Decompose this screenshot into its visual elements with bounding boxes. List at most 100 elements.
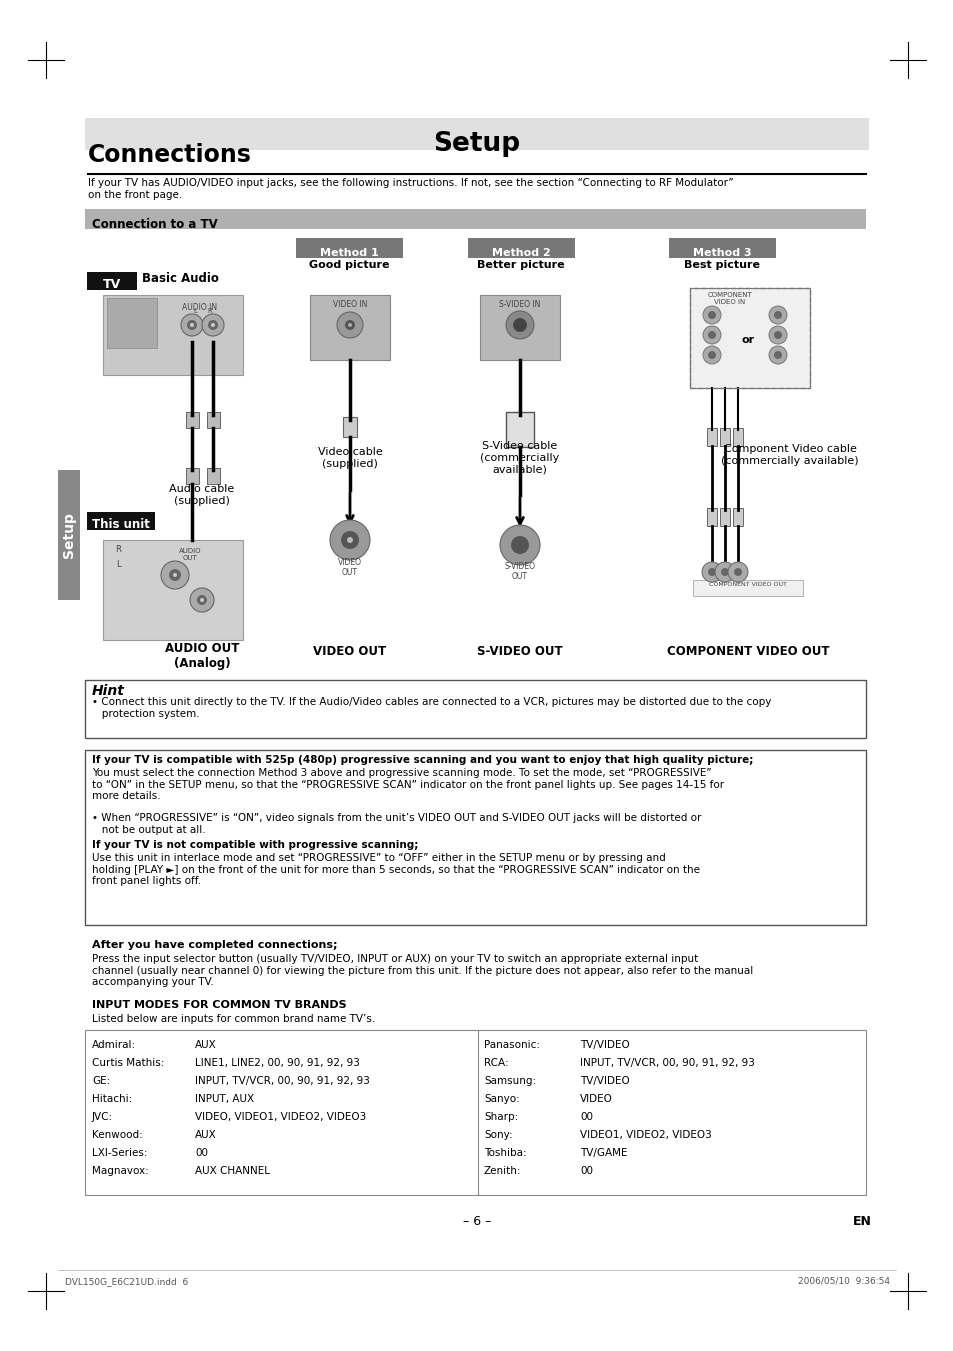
Text: Use this unit in interlace mode and set “PROGRESSIVE” to “OFF” either in the SET: Use this unit in interlace mode and set … (91, 852, 700, 886)
Circle shape (513, 317, 526, 332)
Text: RCA:: RCA: (483, 1058, 508, 1069)
Text: JVC:: JVC: (91, 1112, 113, 1121)
Text: Connections: Connections (88, 143, 252, 168)
Circle shape (161, 561, 189, 589)
Text: Listed below are inputs for common brand name TV’s.: Listed below are inputs for common brand… (91, 1015, 375, 1024)
Text: VIDEO OUT: VIDEO OUT (314, 644, 386, 658)
Text: Good picture: Good picture (309, 259, 389, 270)
Text: Sharp:: Sharp: (483, 1112, 517, 1121)
Text: Connection to a TV: Connection to a TV (91, 218, 217, 231)
Text: Component Video cable
(commercially available): Component Video cable (commercially avai… (720, 444, 858, 466)
Text: TV/VIDEO: TV/VIDEO (579, 1075, 629, 1086)
Bar (207, 412, 220, 428)
Circle shape (200, 598, 204, 603)
Circle shape (720, 567, 728, 576)
Text: GE:: GE: (91, 1075, 111, 1086)
Bar (103, 295, 243, 376)
Bar (468, 238, 575, 258)
Circle shape (702, 346, 720, 363)
Text: R: R (208, 308, 213, 313)
Text: Press the input selector button (usually TV/VIDEO, INPUT or AUX) on your TV to s: Press the input selector button (usually… (91, 954, 753, 988)
Text: S-VIDEO OUT: S-VIDEO OUT (476, 644, 562, 658)
Text: Magnavox:: Magnavox: (91, 1166, 149, 1175)
Bar (343, 417, 356, 436)
Bar (689, 288, 809, 388)
Bar (732, 428, 742, 446)
Text: Samsung:: Samsung: (483, 1075, 536, 1086)
Text: If your TV has AUDIO/VIDEO input jacks, see the following instructions. If not, : If your TV has AUDIO/VIDEO input jacks, … (88, 178, 733, 200)
Text: VIDEO: VIDEO (579, 1094, 612, 1104)
Text: TV: TV (103, 278, 121, 292)
Text: LXI-Series:: LXI-Series: (91, 1148, 148, 1158)
Text: 2006/05/10  9:36:54: 2006/05/10 9:36:54 (797, 1277, 889, 1286)
Text: Admiral:: Admiral: (91, 1040, 136, 1050)
Text: AUX CHANNEL: AUX CHANNEL (194, 1166, 270, 1175)
Text: INPUT MODES FOR COMMON TV BRANDS: INPUT MODES FOR COMMON TV BRANDS (91, 1000, 346, 1011)
Text: EN: EN (852, 1215, 870, 1228)
Text: VIDEO, VIDEO1, VIDEO2, VIDEO3: VIDEO, VIDEO1, VIDEO2, VIDEO3 (194, 1112, 366, 1121)
Bar (186, 467, 199, 484)
Text: Best picture: Best picture (683, 259, 760, 270)
Circle shape (773, 331, 781, 339)
Bar (668, 238, 775, 258)
Text: Setup: Setup (62, 512, 76, 558)
Text: AUDIO
OUT: AUDIO OUT (178, 549, 201, 561)
Circle shape (511, 536, 529, 554)
Bar (720, 428, 729, 446)
Circle shape (702, 326, 720, 345)
Circle shape (505, 311, 534, 339)
Text: AUX: AUX (194, 1129, 216, 1140)
Text: Method 3: Method 3 (692, 249, 751, 258)
Text: COMPONENT VIDEO OUT: COMPONENT VIDEO OUT (708, 582, 786, 586)
Text: This unit: This unit (92, 519, 150, 531)
Circle shape (773, 351, 781, 359)
Circle shape (181, 313, 203, 336)
Text: • When “PROGRESSIVE” is “ON”, video signals from the unit’s VIDEO OUT and S-VIDE: • When “PROGRESSIVE” is “ON”, video sign… (91, 813, 700, 835)
Bar (85, 1029, 865, 1196)
Circle shape (707, 567, 716, 576)
Circle shape (347, 536, 353, 543)
Circle shape (768, 305, 786, 324)
Bar (689, 288, 809, 388)
Bar (85, 750, 865, 925)
Text: VIDEO IN: VIDEO IN (333, 300, 367, 309)
Bar (85, 209, 865, 230)
Circle shape (348, 323, 352, 327)
Circle shape (187, 320, 196, 330)
Text: L: L (115, 561, 120, 569)
Text: If your TV is compatible with 525p (480p) progressive scanning and you want to e: If your TV is compatible with 525p (480p… (91, 755, 753, 765)
Bar (58, 470, 80, 600)
Bar (706, 508, 717, 526)
Circle shape (196, 594, 207, 605)
Text: AUDIO OUT
(Analog): AUDIO OUT (Analog) (165, 642, 239, 670)
Circle shape (190, 323, 193, 327)
Bar (85, 118, 868, 150)
Circle shape (701, 562, 721, 582)
Circle shape (733, 567, 741, 576)
Circle shape (172, 573, 177, 577)
Bar (107, 299, 157, 349)
Bar (479, 295, 559, 359)
Text: L: L (193, 308, 196, 313)
Text: Zenith:: Zenith: (483, 1166, 521, 1175)
Circle shape (773, 311, 781, 319)
Circle shape (330, 520, 370, 561)
Text: S-VIDEO IN: S-VIDEO IN (498, 300, 540, 309)
Text: Method 2: Method 2 (491, 249, 550, 258)
Text: Sony:: Sony: (483, 1129, 512, 1140)
Circle shape (345, 320, 355, 330)
Text: DVL150G_E6C21UD.indd  6: DVL150G_E6C21UD.indd 6 (65, 1277, 188, 1286)
Circle shape (707, 351, 716, 359)
Text: LINE1, LINE2, 00, 90, 91, 92, 93: LINE1, LINE2, 00, 90, 91, 92, 93 (194, 1058, 359, 1069)
Text: R: R (115, 544, 121, 554)
Text: 00: 00 (579, 1112, 593, 1121)
Circle shape (714, 562, 734, 582)
Text: INPUT, TV/VCR, 00, 90, 91, 92, 93: INPUT, TV/VCR, 00, 90, 91, 92, 93 (579, 1058, 754, 1069)
Bar (706, 428, 717, 446)
Circle shape (702, 305, 720, 324)
Text: After you have completed connections;: After you have completed connections; (91, 940, 337, 950)
Circle shape (768, 326, 786, 345)
Text: or: or (740, 335, 754, 345)
Bar (295, 238, 402, 258)
Text: AUDIO IN: AUDIO IN (182, 303, 217, 312)
